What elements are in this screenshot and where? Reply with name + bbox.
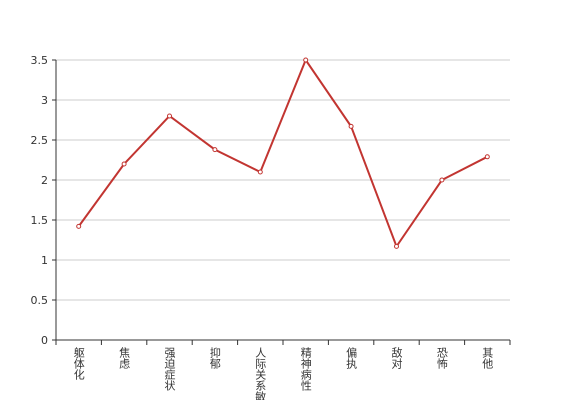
x-tick-label: 强迫症状 [163, 347, 176, 391]
point [303, 57, 309, 63]
point [121, 161, 127, 167]
point [348, 123, 354, 129]
line [77, 57, 488, 249]
point [212, 147, 218, 153]
point [484, 154, 490, 160]
y-tick-label: 2.5 [31, 134, 49, 147]
point [167, 113, 172, 119]
point [257, 169, 263, 175]
y-tick-label: 1 [41, 254, 48, 267]
point [394, 243, 399, 249]
y-tick-label: 0 [41, 334, 48, 347]
y-tick-label: 3 [41, 94, 48, 107]
x-tick-label: 躯体化 [72, 347, 85, 381]
y-tick-label: 2 [41, 174, 48, 187]
y-tick-label: 3.5 [31, 54, 49, 67]
y-tick-label: 1.5 [31, 214, 49, 227]
point [76, 223, 82, 229]
x-tick-label: 恐怖 [435, 347, 448, 369]
y-tick-label: 0.5 [31, 294, 49, 307]
x-tick-label: 精神病性 [299, 347, 312, 392]
x-tick-label: 人际关系敏感 [254, 347, 267, 400]
point [439, 177, 445, 183]
x-tick-label: 偏执 [345, 346, 358, 370]
x-tick-label: 其他 [481, 347, 494, 369]
x-tick-label: 焦虑 [118, 347, 131, 369]
x-tick-label: 抑郁 [208, 346, 221, 369]
x-tick-label: 敌对 [390, 346, 403, 369]
